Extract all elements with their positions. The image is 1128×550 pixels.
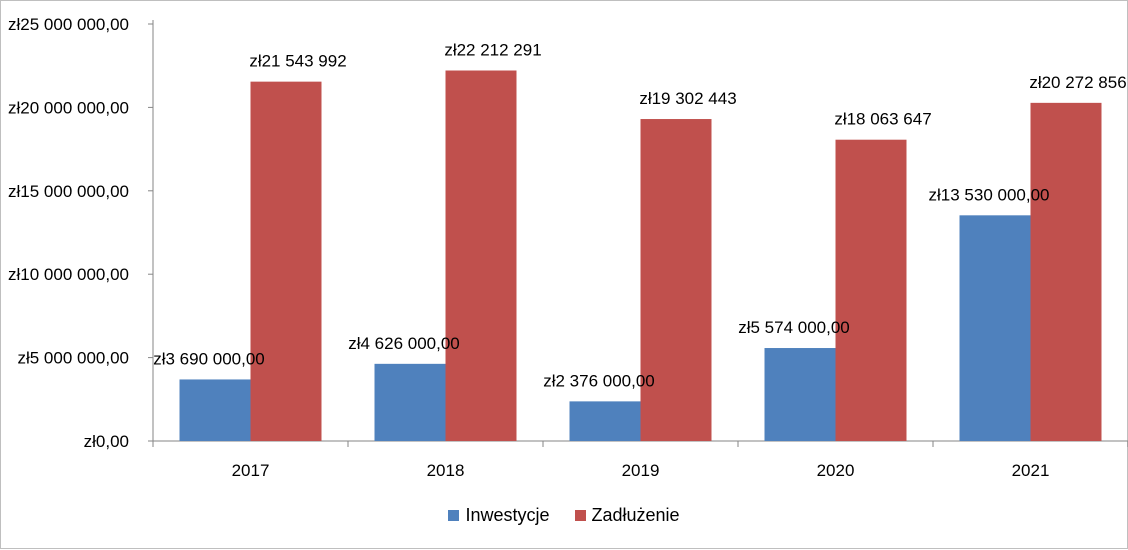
legend-swatch-zadluzenie [574,510,586,521]
x-tick-label: 2020 [817,461,855,480]
bar-zadluzenie [1030,102,1102,442]
legend: Inwestycje Zadłużenie [0,505,1128,526]
y-axis: zł0,00 zł5 000 000,00 zł10 000 000,00 zł15 … [8,15,154,451]
data-label-inwestycje: zł13 530 000,00 [929,185,1050,204]
data-label-zadluzenie: zł22 212 291 [444,40,541,59]
y-tick-label: zł25 000 000,00 [8,15,129,34]
data-label-zadluzenie: zł19 302 443 [639,89,736,108]
bar-inwestycje [959,215,1031,441]
data-label-zadluzenie: zł21 543 992 [249,52,346,71]
legend-item-zadluzenie: Zadłużenie [574,505,680,526]
bar-inwestycje [179,379,251,441]
bar-zadluzenie [445,70,517,441]
y-tick-label: zł20 000 000,00 [8,98,129,117]
bar-zadluzenie [835,139,907,441]
data-label-inwestycje: zł3 690 000,00 [153,349,265,368]
x-axis: 2017 2018 2019 2020 2021 [152,440,1128,480]
bar-zadluzenie [250,81,322,441]
data-label-inwestycje: zł5 574 000,00 [738,318,850,337]
legend-label-inwestycje: Inwestycje [465,505,550,525]
y-tick-label: zł10 000 000,00 [8,265,129,284]
bar-inwestycje [374,363,446,441]
data-labels: zł3 690 000,00 zł4 626 000,00 zł2 376 000,… [153,40,1126,390]
legend-label-zadluzenie: Zadłużenie [591,505,680,525]
bars [179,70,1102,442]
y-tick-label: zł5 000 000,00 [17,349,129,368]
x-tick-label: 2019 [622,461,660,480]
data-label-zadluzenie: zł18 063 647 [834,110,931,129]
y-tick-label: zł15 000 000,00 [8,182,129,201]
data-label-inwestycje: zł4 626 000,00 [348,334,460,353]
legend-swatch-inwestycje [448,510,460,521]
data-label-inwestycje: zł2 376 000,00 [543,371,655,390]
data-label-zadluzenie: zł20 272 856 [1029,73,1126,92]
legend-item-inwestycje: Inwestycje [448,505,549,526]
bar-zadluzenie [640,119,712,441]
bar-inwestycje [764,348,836,441]
x-tick-label: 2018 [427,461,465,480]
bar-inwestycje [569,401,641,441]
x-tick-label: 2021 [1012,461,1050,480]
x-tick-label: 2017 [232,461,270,480]
y-tick-label: zł0,00 [84,432,129,451]
